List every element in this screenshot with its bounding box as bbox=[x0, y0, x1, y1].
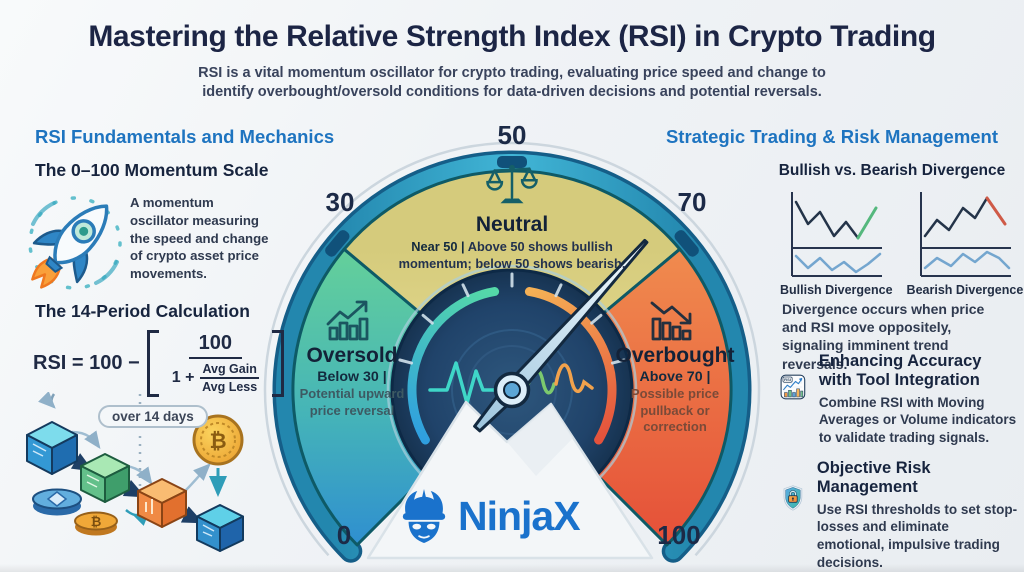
overbought-title: Overbought bbox=[615, 344, 735, 367]
chart-down-icon bbox=[650, 301, 692, 341]
rocket-illustration bbox=[20, 186, 130, 298]
bullish-divergence-chart: Bullish Divergence bbox=[780, 188, 893, 297]
gauge-label-30: 30 bbox=[325, 187, 355, 217]
avg-gain-label: Avg Gain bbox=[200, 362, 259, 380]
formula-lhs: RSI = 100 − bbox=[33, 351, 140, 374]
brand-logo: NinjaX bbox=[398, 488, 581, 544]
shield-lock-icon bbox=[783, 485, 803, 511]
formula-denom-prefix: 1 + bbox=[171, 369, 195, 387]
subtitle-line-2: identify overbought/oversold conditions … bbox=[202, 83, 822, 100]
momentum-scale-title: The 0–100 Momentum Scale bbox=[35, 160, 269, 180]
bottom-shadow bbox=[0, 564, 1024, 572]
page-title: Mastering the Relative Strength Index (R… bbox=[88, 20, 936, 53]
bearish-divergence-chart: Bearish Divergence bbox=[906, 188, 1024, 297]
ethereum-coin bbox=[32, 488, 82, 516]
arrow-curve-1 bbox=[71, 430, 101, 450]
oversold-threshold: Below 30 | bbox=[317, 369, 387, 385]
arrow-cube3-coin bbox=[185, 463, 211, 491]
bearish-chart-icon bbox=[919, 192, 1011, 277]
gauge-outer-arc bbox=[263, 141, 761, 557]
bitcoin-coin-gold: ₿ bbox=[192, 414, 244, 466]
momentum-scale-description: A momentum oscillator measuring the spee… bbox=[130, 195, 269, 282]
rsi-icon-label: RSI bbox=[784, 377, 791, 382]
overbought-zone: Overbought Above 70 | Possible price pul… bbox=[612, 294, 738, 436]
gauge-notches bbox=[325, 156, 699, 257]
risk-title: Objective Risk Management bbox=[816, 459, 931, 496]
page-subtitle: RSI is a vital momentum oscillator for c… bbox=[0, 64, 1024, 102]
btc-glyph-gold: ₿ bbox=[209, 429, 226, 453]
oversold-zone: Oversold Below 30 | Potential upward pri… bbox=[288, 294, 416, 419]
formula-fraction: 100 1 + Avg Gain Avg Less bbox=[166, 330, 265, 397]
neutral-description-text: Above 50 shows bullish momentum; below 5… bbox=[398, 239, 626, 271]
bitcoin-coin-small: ₿ bbox=[74, 511, 118, 536]
avg-loss-label: Avg Less bbox=[202, 380, 258, 395]
neutral-threshold: Near 50 | bbox=[411, 239, 465, 254]
subtitle-line-1: RSI is a vital momentum oscillator for c… bbox=[198, 65, 826, 81]
overbought-description: Possible price pullback or correction bbox=[630, 386, 720, 435]
bearish-divergence-label: Bearish Divergence bbox=[906, 283, 1024, 297]
risk-text: Objective Risk Management Use RSI thresh… bbox=[817, 459, 1018, 571]
dial-arc-right bbox=[524, 287, 617, 445]
accuracy-section: RSI Enhancing Accuracy with Tool Integra… bbox=[780, 352, 1018, 447]
bullish-chart-icon bbox=[791, 192, 883, 277]
gauge-label-0: 0 bbox=[336, 520, 352, 550]
rsi-formula: RSI = 100 − 100 1 + Avg Gain Avg Less bbox=[33, 330, 284, 397]
ninja-helmet-icon bbox=[402, 489, 446, 543]
divergence-description: Divergence occurs when price and RSI mov… bbox=[782, 301, 985, 372]
neutral-title: Neutral bbox=[475, 213, 549, 236]
needle-hub-center bbox=[503, 381, 521, 399]
formula-denominator: 1 + Avg Gain Avg Less bbox=[172, 359, 259, 395]
divergence-title: Bullish vs. Bearish Divergence bbox=[778, 162, 1006, 179]
accuracy-description: Combine RSI with Moving Averages or Volu… bbox=[818, 394, 1017, 446]
neutral-description: Near 50 | Above 50 shows bullish momentu… bbox=[386, 239, 638, 272]
bracket-right bbox=[271, 330, 284, 397]
bullish-divergence-label: Bullish Divergence bbox=[780, 283, 893, 297]
cube-green bbox=[80, 453, 130, 503]
oversold-title: Oversold bbox=[306, 344, 398, 367]
overbought-threshold: Above 70 | bbox=[639, 369, 711, 385]
cube-orange bbox=[137, 478, 187, 528]
gauge-label-70: 70 bbox=[677, 187, 707, 217]
left-section-heading: RSI Fundamentals and Mechanics bbox=[35, 126, 335, 147]
dial-ring-2 bbox=[467, 345, 557, 435]
dial-ticks bbox=[398, 272, 626, 365]
formula-numerator: 100 bbox=[188, 332, 242, 359]
rsi-tool-icon: RSI bbox=[780, 374, 806, 400]
balance-scale-icon bbox=[486, 164, 538, 204]
crypto-flow-diagram: ₿ ₿ bbox=[26, 392, 244, 552]
brand-name: NinjaX bbox=[458, 492, 581, 539]
oversold-description: Potential upward price reversal bbox=[299, 386, 405, 418]
cube-blue-2 bbox=[196, 504, 244, 552]
right-section-heading: Strategic Trading & Risk Management bbox=[665, 126, 999, 147]
waveform-right-orange bbox=[554, 363, 594, 393]
neutral-zone: Neutral Near 50 | Above 50 shows bullish… bbox=[342, 161, 682, 272]
rocket-icon bbox=[28, 196, 122, 290]
mountain-facet bbox=[507, 404, 573, 476]
risk-section: Objective Risk Management Use RSI thresh… bbox=[782, 459, 1018, 571]
calculation-title: The 14-Period Calculation bbox=[35, 301, 250, 321]
accuracy-text: Enhancing Accuracy with Tool Integration… bbox=[819, 352, 1018, 447]
chart-up-icon bbox=[326, 300, 369, 341]
arrow-formula-to-cube bbox=[38, 392, 56, 409]
accuracy-title: Enhancing Accuracy with Tool Integration bbox=[818, 352, 982, 389]
bracket-left bbox=[146, 330, 159, 397]
dial-arc-left bbox=[407, 287, 500, 445]
period-pill: over 14 days bbox=[98, 405, 208, 428]
cube-blue-1 bbox=[26, 421, 78, 475]
risk-description: Use RSI thresholds to set stop-losses an… bbox=[816, 501, 1018, 570]
gauge-label-100: 100 bbox=[657, 520, 701, 550]
gain-loss-fraction: Avg Gain Avg Less bbox=[200, 362, 259, 395]
divergence-charts: Bullish Divergence Bearish Divergence bbox=[780, 188, 1023, 297]
gauge-label-50: 50 bbox=[497, 120, 527, 150]
btc-glyph-small: ₿ bbox=[91, 515, 102, 530]
